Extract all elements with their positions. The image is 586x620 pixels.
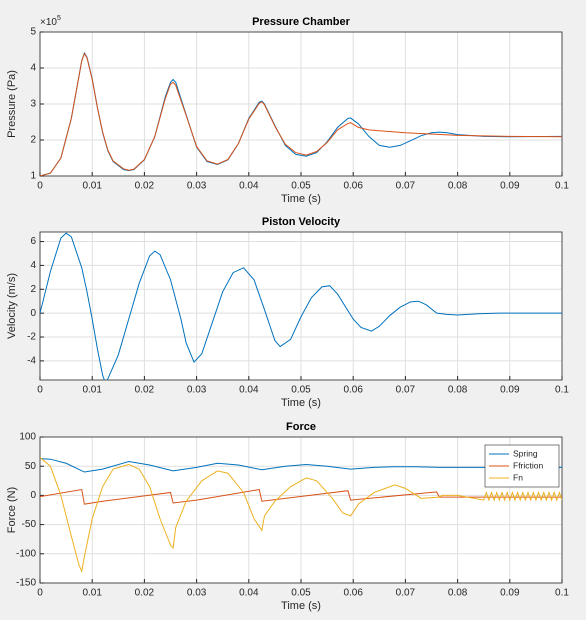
y-tick-label: 4 (30, 63, 36, 74)
x-tick-label: 0.02 (135, 588, 155, 599)
x-tick-label: 0 (37, 181, 43, 192)
x-tick-label: 0 (37, 588, 43, 599)
y-multiplier: ×10 (40, 17, 57, 28)
x-axis-label: Time (s) (281, 193, 321, 205)
series-line (40, 52, 562, 176)
chart-title: Pressure Chamber (252, 16, 351, 28)
y-tick-label: 2 (30, 135, 36, 146)
axes-box (39, 31, 563, 177)
axes-box (39, 436, 563, 584)
y-tick-label: 6 (30, 236, 36, 247)
x-tick-label: 0.06 (343, 588, 363, 599)
y-tick-label: -2 (27, 332, 36, 343)
x-tick-label: 0.05 (291, 181, 311, 192)
x-axis-label: Time (s) (281, 397, 321, 409)
legend-label: Fn (513, 472, 523, 482)
axes: 0 0.01 0.02 0.03 0.04 0.05 0.06 0.07 0.08 0.09 0.1… (6, 421, 569, 612)
x-tick-label: 0.08 (448, 588, 468, 599)
series-line (40, 232, 562, 380)
x-tick-label: 0.08 (448, 385, 468, 396)
x-tick-label: 0.02 (135, 181, 155, 192)
x-tick-label: 0.03 (187, 588, 207, 599)
y-axis-label: Pressure (Pa) (6, 70, 18, 138)
x-tick-label: 0.07 (396, 181, 416, 192)
y-tick-label: 0 (30, 490, 36, 501)
legend-label: Spring (513, 448, 538, 458)
legend: Spring Ffriction Fn (484, 444, 560, 488)
x-tick-label: 0.01 (82, 588, 102, 599)
y-axis-label: Velocity (m/s) (6, 273, 18, 339)
x-tick-label: 0.01 (82, 181, 102, 192)
x-tick-label: 0.09 (500, 385, 520, 396)
x-tick-label: 0.03 (187, 385, 207, 396)
x-tick-label: 0.09 (500, 181, 520, 192)
x-tick-label: 0.06 (343, 385, 363, 396)
x-tick-label: 0 (37, 385, 43, 396)
y-exponent: ×105 (40, 15, 61, 28)
legend-label: Ffriction (513, 460, 544, 470)
series-line (40, 488, 562, 505)
x-tick-label: 0.01 (82, 385, 102, 396)
y-tick-label: -50 (22, 519, 37, 530)
x-tick-label: 0.04 (239, 385, 259, 396)
y-tick-label: -100 (16, 548, 36, 559)
y-tick-label: 3 (30, 99, 36, 110)
x-tick-label: 0.05 (291, 588, 311, 599)
x-tick-label: 0.03 (187, 181, 207, 192)
y-tick-label: 50 (25, 461, 37, 472)
y-tick-label: 2 (30, 284, 36, 295)
x-tick-label: 0.07 (396, 385, 416, 396)
y-axis-label: Force (N) (6, 487, 18, 533)
x-tick-label: 0.1 (555, 588, 569, 599)
x-tick-label: 0.02 (135, 385, 155, 396)
y-tick-label: 1 (30, 171, 36, 182)
series-line (40, 458, 562, 473)
axes: 0 0.01 0.02 0.03 0.04 0.05 0.06 0.07 0.08 0.09 0.1… (6, 216, 569, 409)
chart-title: Piston Velocity (262, 216, 341, 228)
y-tick-label: 4 (30, 260, 36, 271)
axes: 0 0.01 0.02 0.03 0.04 0.05 0.06 0.07 0.08 0.09 0.1… (6, 15, 569, 205)
x-tick-label: 0.04 (239, 588, 259, 599)
y-exponent-power: 5 (57, 15, 61, 22)
x-tick-label: 0.06 (343, 181, 363, 192)
x-tick-label: 0.04 (239, 181, 259, 192)
x-tick-label: 0.1 (555, 181, 569, 192)
axes-box (39, 231, 563, 381)
series-line (40, 457, 562, 574)
y-tick-label: 0 (30, 308, 36, 319)
y-tick-label: -4 (27, 356, 36, 367)
y-tick-label: -150 (16, 578, 36, 589)
y-tick-label: 100 (19, 432, 36, 443)
x-tick-label: 0.1 (555, 385, 569, 396)
chart-title: Force (286, 421, 316, 433)
x-tick-label: 0.08 (448, 181, 468, 192)
x-tick-label: 0.07 (396, 588, 416, 599)
y-tick-label: 5 (30, 27, 36, 38)
x-tick-label: 0.05 (291, 385, 311, 396)
x-tick-label: 0.09 (500, 588, 520, 599)
x-axis-label: Time (s) (281, 600, 321, 612)
